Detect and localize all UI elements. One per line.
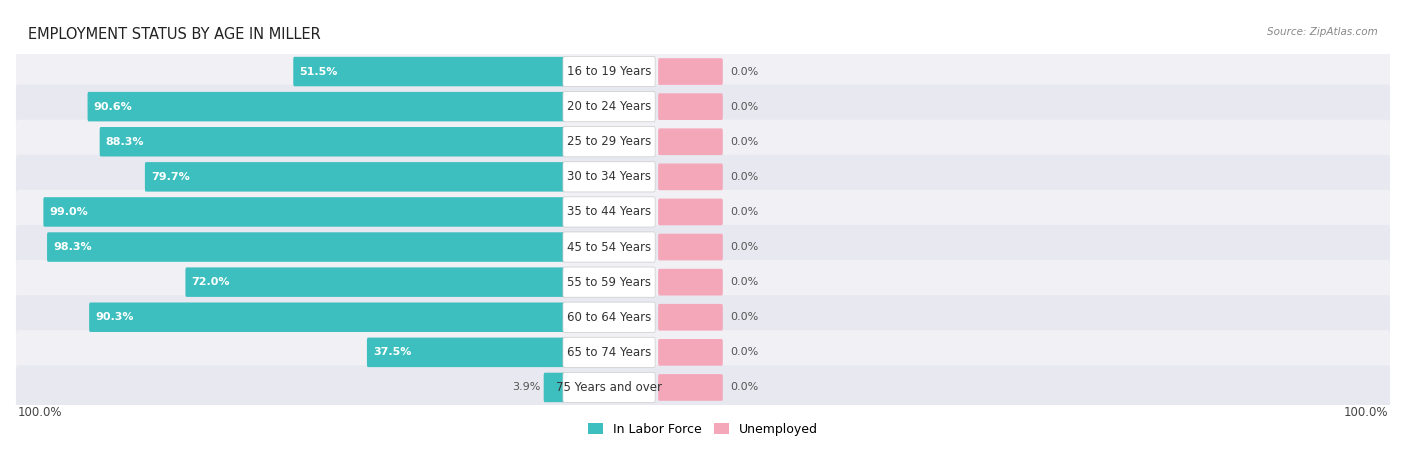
FancyBboxPatch shape	[562, 126, 655, 157]
FancyBboxPatch shape	[15, 295, 1391, 339]
FancyBboxPatch shape	[562, 302, 655, 333]
Text: 100.0%: 100.0%	[1344, 406, 1388, 419]
FancyBboxPatch shape	[658, 234, 723, 261]
FancyBboxPatch shape	[562, 337, 655, 368]
Text: 25 to 29 Years: 25 to 29 Years	[567, 135, 651, 148]
Text: 99.0%: 99.0%	[49, 207, 89, 217]
Text: EMPLOYMENT STATUS BY AGE IN MILLER: EMPLOYMENT STATUS BY AGE IN MILLER	[28, 27, 321, 42]
Text: 16 to 19 Years: 16 to 19 Years	[567, 65, 651, 78]
Text: Source: ZipAtlas.com: Source: ZipAtlas.com	[1267, 27, 1378, 37]
FancyBboxPatch shape	[562, 232, 655, 262]
Text: 0.0%: 0.0%	[731, 242, 759, 252]
FancyBboxPatch shape	[100, 127, 567, 157]
FancyBboxPatch shape	[658, 374, 723, 401]
Text: 0.0%: 0.0%	[731, 277, 759, 287]
FancyBboxPatch shape	[15, 260, 1391, 304]
Text: 0.0%: 0.0%	[731, 102, 759, 112]
Text: 90.3%: 90.3%	[96, 312, 134, 322]
FancyBboxPatch shape	[15, 190, 1391, 234]
FancyBboxPatch shape	[658, 304, 723, 331]
FancyBboxPatch shape	[562, 162, 655, 192]
FancyBboxPatch shape	[658, 163, 723, 190]
FancyBboxPatch shape	[44, 197, 567, 227]
FancyBboxPatch shape	[562, 197, 655, 227]
Text: 0.0%: 0.0%	[731, 67, 759, 76]
Text: 37.5%: 37.5%	[373, 347, 412, 357]
FancyBboxPatch shape	[15, 50, 1391, 94]
Text: 0.0%: 0.0%	[731, 207, 759, 217]
FancyBboxPatch shape	[562, 56, 655, 87]
FancyBboxPatch shape	[562, 91, 655, 122]
FancyBboxPatch shape	[89, 302, 567, 332]
Text: 72.0%: 72.0%	[191, 277, 231, 287]
FancyBboxPatch shape	[367, 338, 567, 367]
Text: 0.0%: 0.0%	[731, 347, 759, 357]
Text: 45 to 54 Years: 45 to 54 Years	[567, 241, 651, 253]
Legend: In Labor Force, Unemployed: In Labor Force, Unemployed	[583, 418, 823, 441]
Text: 88.3%: 88.3%	[105, 137, 145, 147]
FancyBboxPatch shape	[658, 93, 723, 120]
FancyBboxPatch shape	[658, 269, 723, 296]
Text: 0.0%: 0.0%	[731, 382, 759, 392]
Text: 98.3%: 98.3%	[53, 242, 91, 252]
FancyBboxPatch shape	[658, 198, 723, 225]
FancyBboxPatch shape	[15, 120, 1391, 164]
FancyBboxPatch shape	[562, 267, 655, 297]
Text: 0.0%: 0.0%	[731, 312, 759, 322]
Text: 3.9%: 3.9%	[513, 382, 541, 392]
Text: 0.0%: 0.0%	[731, 172, 759, 182]
Text: 79.7%: 79.7%	[150, 172, 190, 182]
FancyBboxPatch shape	[186, 267, 567, 297]
Text: 60 to 64 Years: 60 to 64 Years	[567, 311, 651, 324]
FancyBboxPatch shape	[145, 162, 567, 192]
FancyBboxPatch shape	[544, 373, 567, 402]
Text: 75 Years and over: 75 Years and over	[555, 381, 662, 394]
FancyBboxPatch shape	[294, 57, 567, 86]
FancyBboxPatch shape	[87, 92, 567, 122]
Text: 0.0%: 0.0%	[731, 137, 759, 147]
FancyBboxPatch shape	[658, 58, 723, 85]
FancyBboxPatch shape	[15, 85, 1391, 129]
FancyBboxPatch shape	[658, 339, 723, 366]
FancyBboxPatch shape	[15, 225, 1391, 269]
FancyBboxPatch shape	[15, 365, 1391, 410]
FancyBboxPatch shape	[46, 232, 567, 262]
Text: 65 to 74 Years: 65 to 74 Years	[567, 346, 651, 359]
FancyBboxPatch shape	[562, 372, 655, 403]
FancyBboxPatch shape	[15, 155, 1391, 199]
Text: 100.0%: 100.0%	[18, 406, 62, 419]
Text: 30 to 34 Years: 30 to 34 Years	[567, 171, 651, 183]
Text: 51.5%: 51.5%	[299, 67, 337, 76]
Text: 20 to 24 Years: 20 to 24 Years	[567, 100, 651, 113]
FancyBboxPatch shape	[658, 128, 723, 155]
Text: 35 to 44 Years: 35 to 44 Years	[567, 206, 651, 218]
FancyBboxPatch shape	[15, 330, 1391, 374]
Text: 55 to 59 Years: 55 to 59 Years	[567, 276, 651, 288]
Text: 90.6%: 90.6%	[94, 102, 132, 112]
